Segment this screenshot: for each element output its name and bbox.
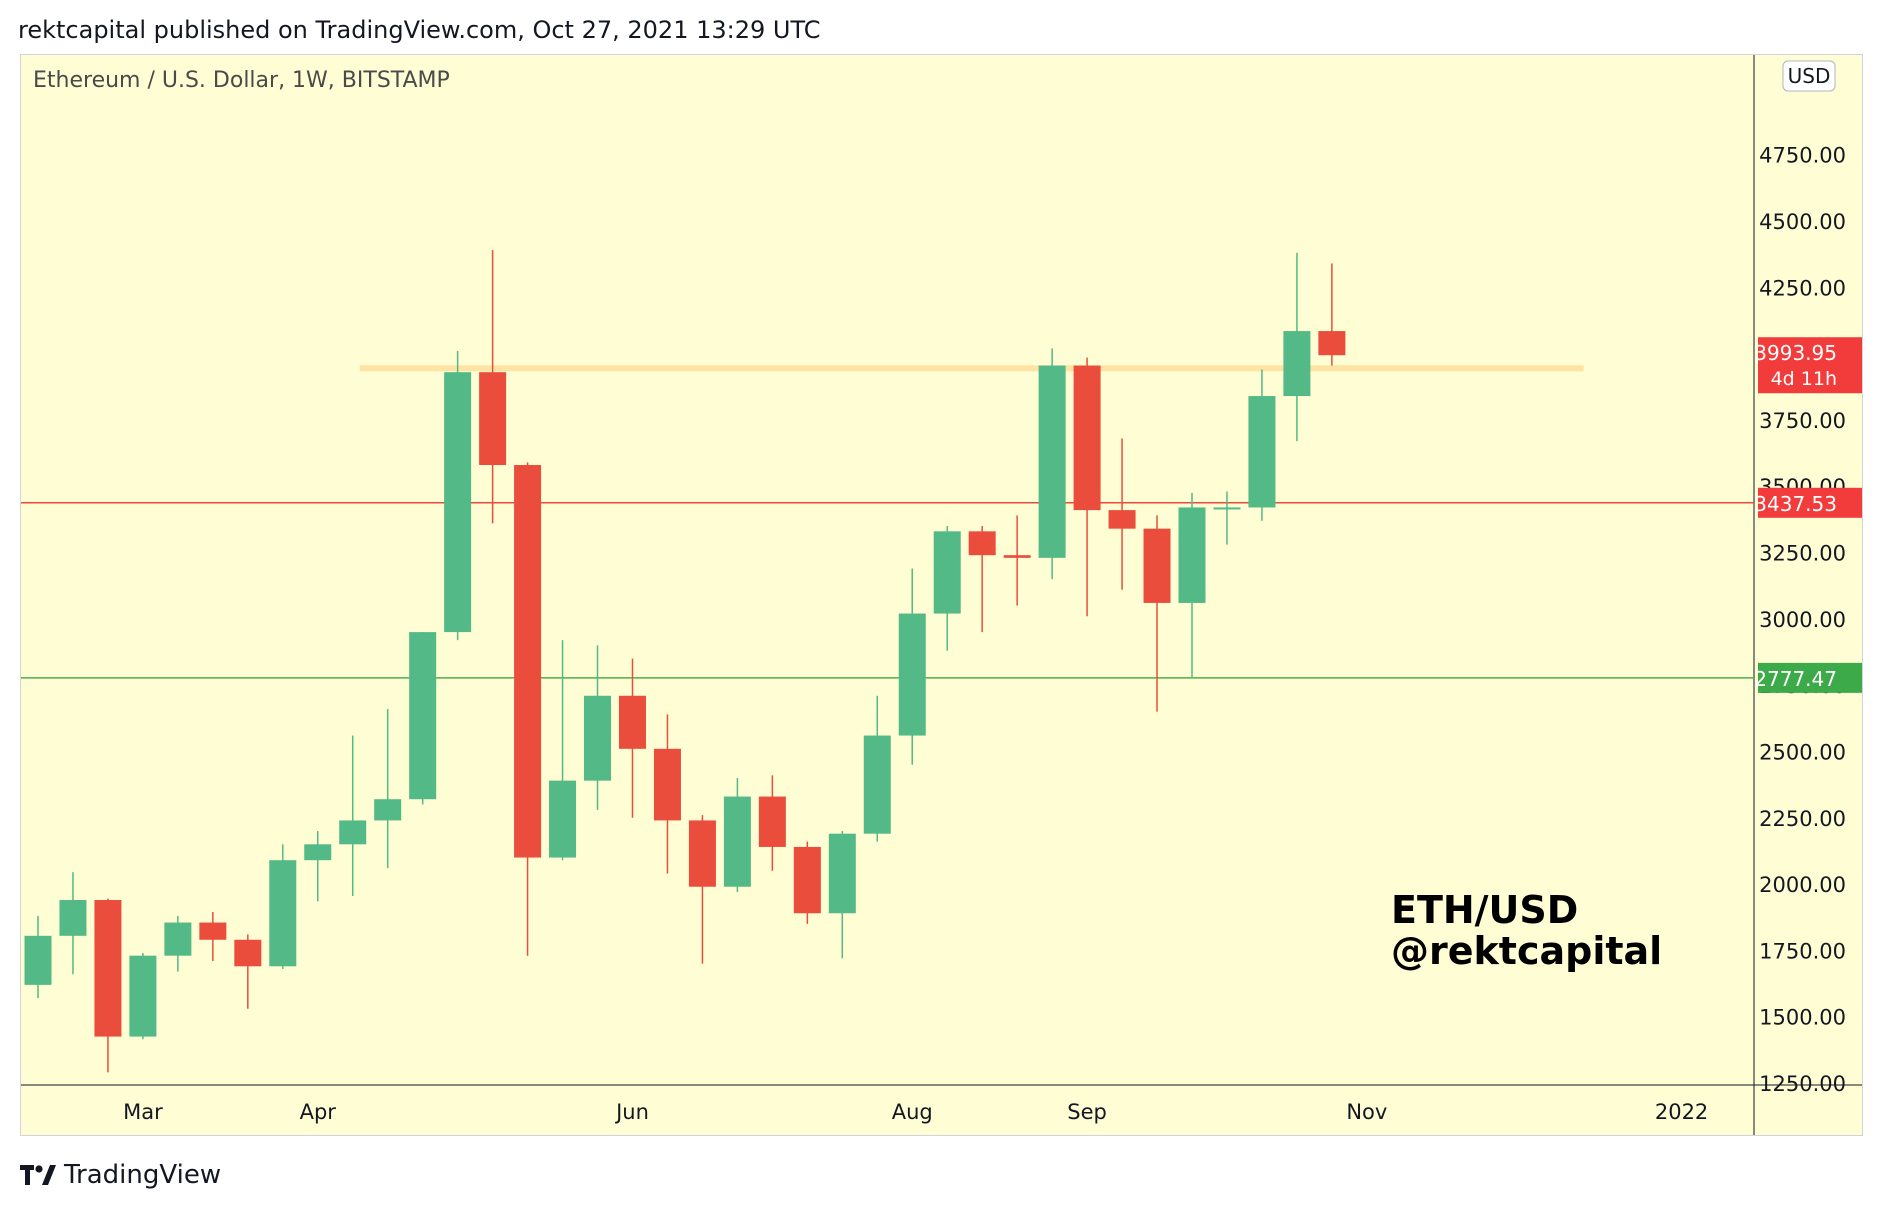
- candle-up[interactable]: [863, 735, 891, 834]
- candle-up[interactable]: [374, 799, 402, 821]
- candle-up[interactable]: [1283, 331, 1311, 397]
- candle-up[interactable]: [898, 613, 926, 736]
- currency-badge[interactable]: [1782, 60, 1836, 92]
- candlestick-chart[interactable]: Ethereum / U.S. Dollar, 1W, BITSTAMP 4750…: [21, 55, 1863, 1136]
- chart-title: Ethereum / U.S. Dollar, 1W, BITSTAMP: [33, 68, 450, 93]
- y-tick-label: 3750.00: [1759, 409, 1846, 433]
- candle-up[interactable]: [59, 899, 87, 936]
- bar-countdown-label: 4d 11h: [1771, 368, 1837, 390]
- green-line-price-tag: [1758, 662, 1862, 693]
- candle-up[interactable]: [164, 922, 192, 956]
- candle-up[interactable]: [339, 820, 367, 845]
- x-tick-label: Jun: [614, 1100, 649, 1124]
- chart-area[interactable]: Ethereum / U.S. Dollar, 1W, BITSTAMP 4750…: [20, 54, 1863, 1136]
- candle-up[interactable]: [129, 955, 157, 1037]
- x-tick-label: Aug: [892, 1100, 933, 1124]
- candle-down[interactable]: [653, 748, 681, 821]
- y-tick-label: 1250.00: [1759, 1072, 1846, 1096]
- candle-down[interactable]: [479, 372, 507, 466]
- candle-down[interactable]: [514, 465, 542, 858]
- candle-down[interactable]: [1003, 555, 1031, 558]
- candle-down[interactable]: [688, 820, 716, 887]
- tradingview-logo-icon: [20, 1165, 56, 1185]
- y-tick-label: 4750.00: [1759, 144, 1846, 168]
- candle-down[interactable]: [758, 796, 786, 847]
- candle-down[interactable]: [1108, 510, 1136, 529]
- y-tick-label: 2500.00: [1759, 740, 1846, 764]
- candle-up[interactable]: [549, 780, 577, 858]
- annotation-author: @rektcapital: [1391, 929, 1662, 973]
- last-price-label: 3993.95: [1754, 341, 1837, 365]
- tradingview-logo[interactable]: TradingView: [20, 1160, 221, 1190]
- candle-up[interactable]: [444, 372, 472, 633]
- candle-up[interactable]: [723, 796, 751, 887]
- x-tick-label: Sep: [1067, 1100, 1107, 1124]
- candle-down[interactable]: [1318, 331, 1346, 356]
- candle-down[interactable]: [1073, 365, 1101, 511]
- line-price-label: 2777.47: [1754, 667, 1837, 691]
- candle-down[interactable]: [234, 939, 262, 967]
- candle-up[interactable]: [409, 632, 437, 800]
- candle-up[interactable]: [1213, 507, 1241, 510]
- candle-down[interactable]: [1143, 528, 1171, 603]
- x-tick-label: Apr: [300, 1100, 337, 1124]
- candle-up[interactable]: [1178, 507, 1206, 603]
- x-tick-label: Nov: [1346, 1100, 1387, 1124]
- published-header: rektcapital published on TradingView.com…: [18, 16, 821, 44]
- candle-up[interactable]: [269, 860, 297, 967]
- y-tick-label: 4500.00: [1759, 210, 1846, 234]
- candle-up[interactable]: [828, 833, 856, 914]
- annotation-pair: ETH/USD: [1391, 888, 1578, 932]
- candle-up[interactable]: [24, 935, 52, 985]
- last-price-tag: [1758, 337, 1862, 394]
- candle-down[interactable]: [793, 846, 821, 914]
- y-tick-label: 1500.00: [1759, 1006, 1846, 1030]
- candle-up[interactable]: [933, 531, 961, 614]
- candle-up[interactable]: [304, 844, 332, 861]
- candle-down[interactable]: [94, 899, 122, 1037]
- y-tick-label: 2250.00: [1759, 807, 1846, 831]
- candle-down[interactable]: [618, 695, 646, 749]
- candle-down[interactable]: [968, 531, 996, 556]
- candle-up[interactable]: [584, 695, 612, 781]
- y-tick-label: 3250.00: [1759, 542, 1846, 566]
- candle-up[interactable]: [1038, 365, 1066, 558]
- y-tick-label: 1750.00: [1759, 939, 1846, 963]
- y-tick-label: 4250.00: [1759, 276, 1846, 300]
- y-tick-label: 2000.00: [1759, 873, 1846, 897]
- y-tick-label: 3000.00: [1759, 608, 1846, 632]
- currency-badge-label: USD: [1788, 64, 1831, 88]
- line-price-label: 3437.53: [1754, 492, 1837, 516]
- candle-down[interactable]: [199, 922, 227, 940]
- tradingview-brand-text: TradingView: [64, 1160, 222, 1190]
- candle-up[interactable]: [1248, 396, 1276, 508]
- x-tick-label: Mar: [123, 1100, 163, 1124]
- red-line-price-tag: [1758, 487, 1862, 518]
- x-tick-label: 2022: [1655, 1100, 1708, 1124]
